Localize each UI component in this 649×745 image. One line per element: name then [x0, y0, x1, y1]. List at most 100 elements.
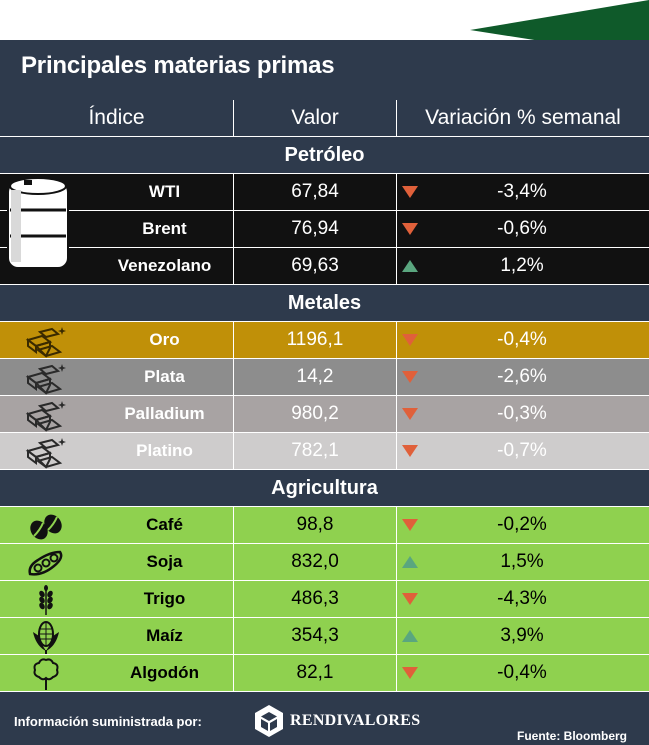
- commodity-name: Algodón: [0, 655, 234, 691]
- table-row: Plata 14,2 -2,6%: [0, 359, 649, 396]
- commodity-change: 3,9%: [397, 618, 649, 654]
- commodity-value: 98,8: [234, 507, 397, 543]
- change-value: -3,4%: [497, 181, 547, 202]
- corn-icon: [33, 621, 59, 654]
- change-value: 1,2%: [500, 255, 544, 276]
- commodity-name: Venezolano: [0, 248, 234, 284]
- commodity-name: Café: [0, 507, 234, 543]
- change-value: -0,7%: [497, 440, 547, 461]
- silver-bars-icon: [25, 364, 66, 395]
- commodity-change: -4,3%: [397, 581, 649, 617]
- table-row: Algodón 82,1 -0,4%: [0, 655, 649, 692]
- commodity-name: Palladium: [0, 396, 234, 432]
- oil-barrel-icon: [7, 177, 69, 269]
- commodity-name: Oro: [0, 322, 234, 358]
- header-value: Valor: [234, 100, 397, 136]
- change-value: -0,4%: [497, 329, 547, 350]
- down-arrow-icon: [402, 667, 418, 679]
- table-row: Brent 76,94 -0,6%: [0, 211, 649, 248]
- down-arrow-icon: [402, 334, 418, 346]
- cotton-icon: [33, 658, 59, 690]
- table-row: Oro 1196,1 -0,4%: [0, 322, 649, 359]
- table-row: Venezolano 69,63 1,2%: [0, 248, 649, 285]
- commodity-name: Brent: [0, 211, 234, 247]
- section-title: Petróleo: [284, 143, 365, 166]
- table-row: Soja 832,0 1,5%: [0, 544, 649, 581]
- commodity-name: Platino: [0, 433, 234, 469]
- commodity-change: -3,4%: [397, 174, 649, 210]
- commodity-value: 980,2: [234, 396, 397, 432]
- palladium-bars-icon: [25, 401, 66, 432]
- header-index: Índice: [0, 100, 234, 136]
- up-arrow-icon: [402, 556, 418, 568]
- commodity-value: 354,3: [234, 618, 397, 654]
- change-value: -0,6%: [497, 218, 547, 239]
- commodity-name: Plata: [0, 359, 234, 395]
- source-label: Fuente: Bloomberg: [517, 729, 627, 743]
- table-row: Platino 782,1 -0,7%: [0, 433, 649, 470]
- title-banner: Principales materias primas: [0, 0, 649, 100]
- commodity-change: -0,7%: [397, 433, 649, 469]
- commodity-value: 1196,1: [234, 322, 397, 358]
- table-row: Café 98,8 -0,2%: [0, 507, 649, 544]
- change-value: -0,4%: [497, 662, 547, 683]
- table-header-row: Índice Valor Variación % semanal: [0, 100, 649, 137]
- commodity-value: 82,1: [234, 655, 397, 691]
- banner-decoration: [0, 0, 649, 100]
- down-arrow-icon: [402, 371, 418, 383]
- table-row: WTI 67,84 -3,4%: [0, 174, 649, 211]
- change-value: 3,9%: [500, 625, 544, 646]
- section-metales: Metales: [0, 285, 649, 322]
- down-arrow-icon: [402, 445, 418, 457]
- up-arrow-icon: [402, 630, 418, 642]
- change-value: -0,3%: [497, 403, 547, 424]
- table-row: Palladium 980,2 -0,3%: [0, 396, 649, 433]
- commodity-change: 1,2%: [397, 248, 649, 284]
- commodity-value: 76,94: [234, 211, 397, 247]
- down-arrow-icon: [402, 223, 418, 235]
- change-value: -4,3%: [497, 588, 547, 609]
- table-row: Trigo 486,3 -4,3%: [0, 581, 649, 618]
- provided-by-label: Información suministrada por:: [14, 714, 202, 729]
- commodities-table: Índice Valor Variación % semanal Petróle…: [0, 100, 649, 692]
- commodity-name: Soja: [0, 544, 234, 580]
- down-arrow-icon: [402, 519, 418, 531]
- commodity-change: -0,3%: [397, 396, 649, 432]
- table-row: Maíz 354,3 3,9%: [0, 618, 649, 655]
- rendivalores-logo-text: RENDIVALORES: [290, 712, 421, 729]
- section-title: Agricultura: [271, 476, 378, 499]
- down-arrow-icon: [402, 408, 418, 420]
- footer: Información suministrada por:: [0, 693, 649, 745]
- section-title: Metales: [287, 291, 362, 314]
- commodity-name: Trigo: [0, 581, 234, 617]
- change-value: -2,6%: [497, 366, 547, 387]
- page-title: Principales materias primas: [21, 52, 335, 79]
- commodity-value: 14,2: [234, 359, 397, 395]
- change-value: -0,2%: [497, 514, 547, 535]
- platinum-bars-icon: [25, 438, 66, 469]
- commodity-change: -0,2%: [397, 507, 649, 543]
- commodity-name: Maíz: [0, 618, 234, 654]
- commodity-value: 782,1: [234, 433, 397, 469]
- section-agricultura: Agricultura: [0, 470, 649, 507]
- section-petroleo: Petróleo: [0, 137, 649, 174]
- commodity-name: WTI: [0, 174, 234, 210]
- down-arrow-icon: [402, 186, 418, 198]
- commodity-change: 1,5%: [397, 544, 649, 580]
- header-weekly-change: Variación % semanal: [397, 100, 649, 136]
- commodity-change: -0,6%: [397, 211, 649, 247]
- commodity-change: -2,6%: [397, 359, 649, 395]
- commodity-value: 832,0: [234, 544, 397, 580]
- rendivalores-logo-icon: [255, 705, 283, 737]
- commodity-change: -0,4%: [397, 322, 649, 358]
- commodity-change: -0,4%: [397, 655, 649, 691]
- commodity-value: 67,84: [234, 174, 397, 210]
- up-arrow-icon: [402, 260, 418, 272]
- change-value: 1,5%: [500, 551, 544, 572]
- commodity-value: 486,3: [234, 581, 397, 617]
- wheat-icon: [39, 585, 53, 615]
- down-arrow-icon: [402, 593, 418, 605]
- soybean-pod-icon: [28, 550, 63, 576]
- commodity-value: 69,63: [234, 248, 397, 284]
- coffee-beans-icon: [30, 514, 62, 540]
